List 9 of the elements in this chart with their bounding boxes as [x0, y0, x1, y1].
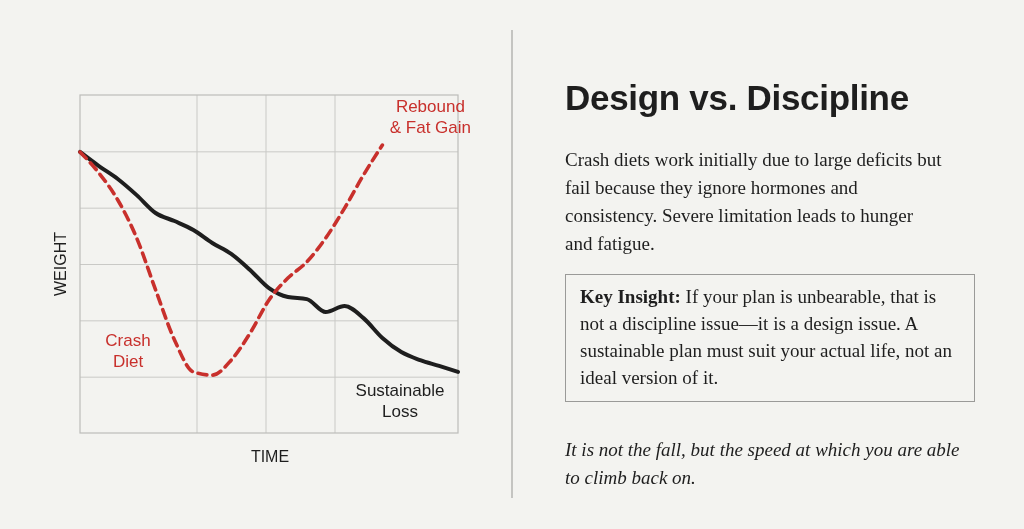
x-axis-title: TIME: [250, 448, 290, 465]
text: Crash diets work initially due to large deficits but fail because they ignore hormones and consistency. Severe limitation leads to hunger and fatigue.: [565, 148, 943, 256]
text: It is not the fall, but the speed at which you are able to climb back on.: [565, 438, 961, 490]
text: Rebound & Fat Gain: [389, 97, 472, 138]
y-axis-title: WEIGHT: [52, 231, 69, 296]
text: Design vs. Discipline: [565, 78, 910, 118]
series-label: Sustainable Loss: [355, 381, 445, 421]
series-label: Crash Diet: [105, 331, 151, 371]
text: Key Insight: If your plan is unbearable, that is not a discipline issue—it is a design issue. A sustainable plan must suit your actual life, not an ideal version of it.: [565, 274, 975, 402]
